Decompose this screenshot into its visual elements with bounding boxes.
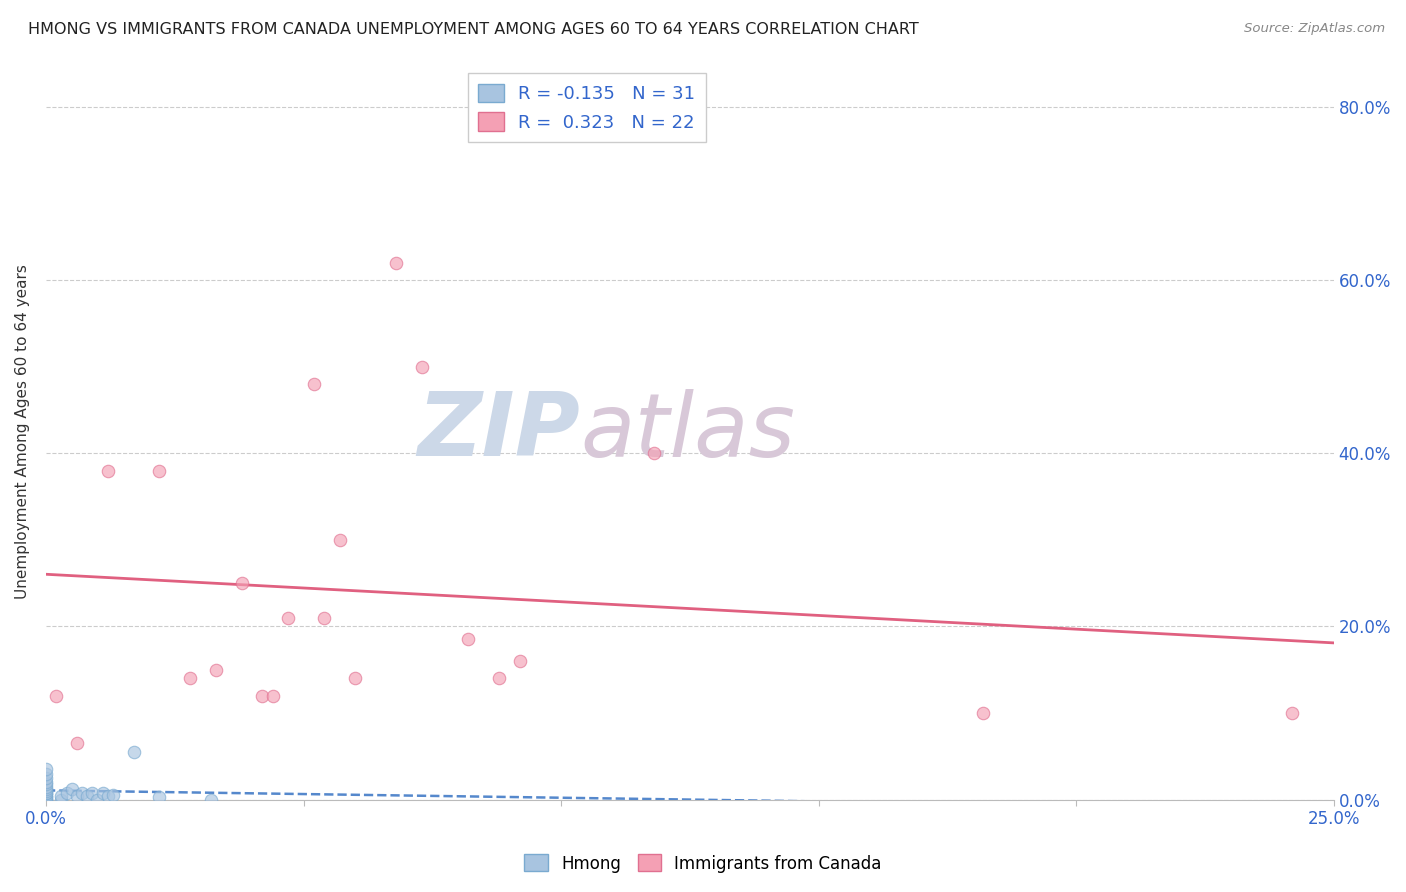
Point bbox=[35, 762, 58, 776]
Point bbox=[35, 771, 58, 785]
Text: ZIP: ZIP bbox=[418, 388, 581, 475]
Point bbox=[262, 689, 284, 703]
Point bbox=[91, 786, 114, 800]
Point bbox=[252, 689, 274, 703]
Point bbox=[86, 792, 108, 806]
Point bbox=[488, 672, 510, 686]
Point bbox=[35, 792, 58, 806]
Point bbox=[35, 789, 58, 804]
Point bbox=[231, 576, 253, 591]
Point bbox=[35, 789, 58, 804]
Point bbox=[179, 672, 201, 686]
Legend: Hmong, Immigrants from Canada: Hmong, Immigrants from Canada bbox=[517, 847, 889, 880]
Point bbox=[60, 782, 83, 797]
Point bbox=[76, 789, 98, 803]
Point bbox=[35, 777, 58, 791]
Point bbox=[509, 654, 531, 668]
Point bbox=[148, 464, 170, 478]
Point bbox=[643, 446, 665, 460]
Point bbox=[343, 672, 366, 686]
Point bbox=[205, 663, 228, 677]
Point bbox=[35, 786, 58, 800]
Point bbox=[35, 782, 58, 797]
Legend: R = -0.135   N = 31, R =  0.323   N = 22: R = -0.135 N = 31, R = 0.323 N = 22 bbox=[468, 73, 706, 143]
Point bbox=[70, 786, 93, 800]
Text: atlas: atlas bbox=[581, 389, 796, 475]
Point bbox=[51, 789, 73, 803]
Point bbox=[277, 611, 299, 625]
Point bbox=[35, 775, 58, 789]
Point bbox=[35, 784, 58, 798]
Point bbox=[35, 780, 58, 794]
Y-axis label: Unemployment Among Ages 60 to 64 years: Unemployment Among Ages 60 to 64 years bbox=[15, 264, 30, 599]
Point bbox=[97, 789, 120, 803]
Point bbox=[314, 611, 336, 625]
Point bbox=[35, 792, 58, 806]
Point bbox=[329, 533, 352, 547]
Point bbox=[122, 745, 145, 759]
Point bbox=[972, 706, 994, 720]
Point bbox=[51, 792, 73, 806]
Point bbox=[82, 786, 104, 800]
Point bbox=[35, 792, 58, 806]
Point bbox=[302, 377, 325, 392]
Text: HMONG VS IMMIGRANTS FROM CANADA UNEMPLOYMENT AMONG AGES 60 TO 64 YEARS CORRELATI: HMONG VS IMMIGRANTS FROM CANADA UNEMPLOY… bbox=[28, 22, 920, 37]
Point bbox=[411, 359, 433, 374]
Point bbox=[385, 256, 408, 270]
Point bbox=[148, 789, 170, 804]
Point bbox=[66, 789, 89, 803]
Point bbox=[35, 788, 58, 802]
Point bbox=[457, 632, 479, 647]
Point bbox=[200, 792, 222, 806]
Point bbox=[55, 786, 77, 800]
Point bbox=[1281, 706, 1303, 720]
Point bbox=[35, 787, 58, 801]
Point bbox=[35, 766, 58, 780]
Text: Source: ZipAtlas.com: Source: ZipAtlas.com bbox=[1244, 22, 1385, 36]
Point bbox=[66, 736, 89, 750]
Point bbox=[101, 788, 124, 802]
Point bbox=[97, 464, 120, 478]
Point bbox=[45, 689, 67, 703]
